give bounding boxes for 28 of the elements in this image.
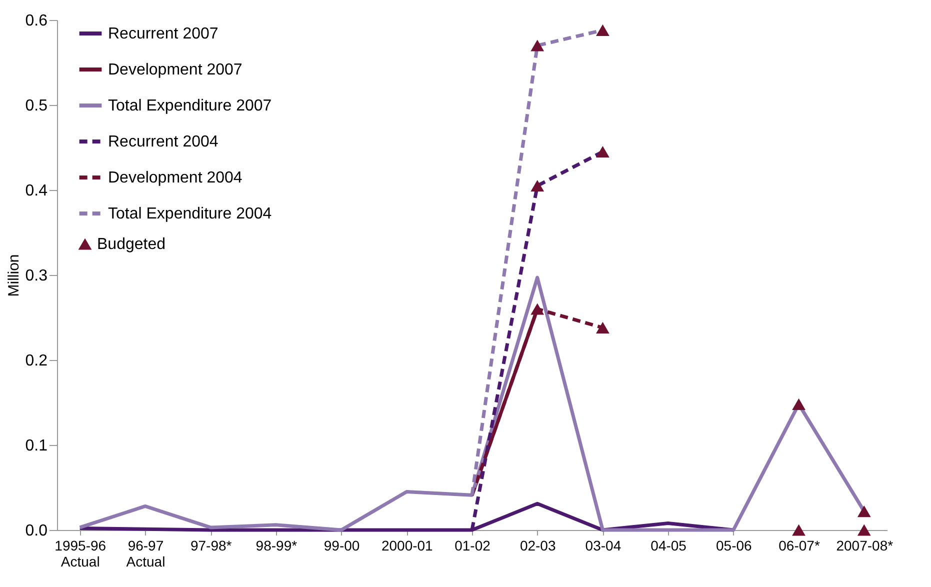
x-tick-label: 05-06: [716, 538, 752, 554]
x-tick-label: 2000-01: [381, 538, 434, 554]
y-tick-label: 0.0: [25, 522, 48, 540]
x-tick-label: 03-04: [585, 538, 622, 554]
y-tick-label: 0.3: [25, 268, 48, 284]
legend-label: Development 2007: [108, 62, 242, 78]
x-tick-label: 98-99*: [256, 538, 298, 554]
x-tick-label: 99-00: [324, 538, 360, 554]
legend-label: Development 2004: [108, 170, 242, 186]
x-tick-label: 04-05: [650, 538, 687, 554]
y-tick-label: 0.6: [25, 12, 48, 30]
y-tick-label: 0.5: [25, 98, 48, 114]
x-tick-label: 97-98*: [190, 538, 232, 554]
x-tick-label: 06-07*: [778, 538, 820, 554]
legend-label: Budgeted: [97, 236, 166, 253]
y-tick-label: 0.2: [25, 352, 48, 370]
legend-label: Recurrent 2004: [108, 134, 218, 150]
legend-label: Total Expenditure 2007: [108, 98, 272, 114]
x-tick-label: 2007-08*: [836, 538, 894, 554]
legend-label: Recurrent 2007: [108, 26, 218, 42]
x-tick-label: 02-03: [520, 538, 556, 554]
legend-label: Total Expenditure 2004: [108, 206, 272, 222]
x-tick-label: 01-02: [454, 538, 491, 554]
x-tick-label: 96-97 Actual: [126, 538, 166, 570]
y-axis-title: Million: [5, 254, 22, 297]
x-tick-label: 1995-96 Actual: [54, 538, 106, 570]
y-tick-label: 0.4: [25, 182, 48, 200]
y-tick-label: 0.1: [25, 438, 48, 454]
